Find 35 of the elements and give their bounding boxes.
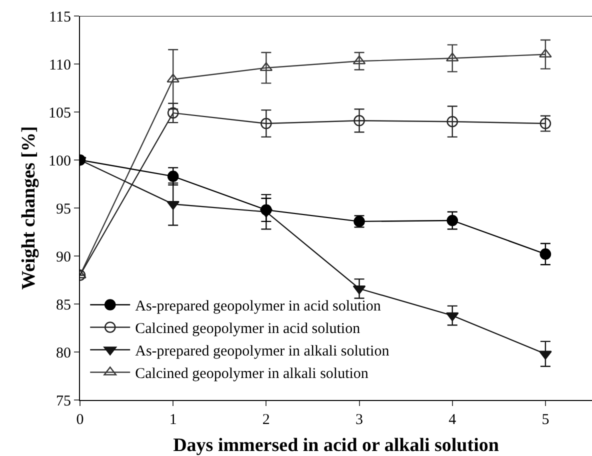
point xyxy=(446,214,458,226)
x-axis-title: Days immersed in acid or alkali solution xyxy=(173,435,500,456)
y-tick-label: 90 xyxy=(56,249,71,266)
point xyxy=(167,107,179,119)
x-tick-label: 2 xyxy=(262,412,270,428)
y-tick-label: 100 xyxy=(48,153,71,170)
legend-label: Calcined geopolymer in acid solution xyxy=(135,321,361,338)
point xyxy=(167,170,179,182)
legend-label: As-prepared geopolymer in acid solution xyxy=(135,298,382,315)
point xyxy=(446,116,458,128)
y-tick-label: 110 xyxy=(49,57,71,74)
y-tick-label: 75 xyxy=(56,393,71,410)
y-tick-label: 115 xyxy=(49,9,71,26)
point xyxy=(446,312,459,322)
point xyxy=(540,248,552,260)
y-tick-label: 105 xyxy=(48,105,71,122)
legend-label: As-prepared geopolymer in alkali solution xyxy=(135,344,390,360)
x-tick-label: 3 xyxy=(356,412,364,428)
point xyxy=(166,74,180,83)
x-tick-label: 0 xyxy=(76,412,84,428)
point xyxy=(260,204,272,216)
point xyxy=(260,118,272,130)
point xyxy=(539,48,552,58)
x-tick-label: 1 xyxy=(169,412,177,428)
y-tick-label: 95 xyxy=(56,201,71,218)
x-tick-label: 4 xyxy=(448,412,457,428)
point xyxy=(352,285,366,294)
y-tick-label: 85 xyxy=(56,297,71,314)
point xyxy=(352,55,366,64)
x-tick-label: 5 xyxy=(542,412,550,428)
legend-label: Calcined geopolymer in alkali solution xyxy=(135,366,369,382)
point xyxy=(354,114,365,126)
y-axis-title: Weight changes [%] xyxy=(18,126,40,290)
point xyxy=(539,350,552,360)
y-tick-label: 80 xyxy=(56,345,71,362)
